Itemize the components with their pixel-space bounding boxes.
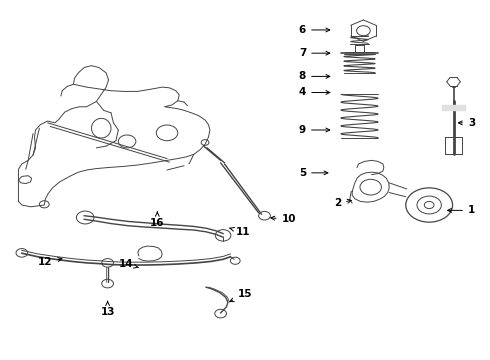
Text: 13: 13 xyxy=(100,301,115,317)
Text: 3: 3 xyxy=(458,118,475,128)
Text: 7: 7 xyxy=(299,48,330,58)
Text: 2: 2 xyxy=(334,198,351,208)
Text: 4: 4 xyxy=(299,87,330,98)
Text: 8: 8 xyxy=(299,71,330,81)
Polygon shape xyxy=(442,105,465,111)
Text: 14: 14 xyxy=(118,259,139,269)
Text: 11: 11 xyxy=(230,227,250,237)
Text: 15: 15 xyxy=(230,289,252,302)
Text: 12: 12 xyxy=(38,257,62,267)
Text: 6: 6 xyxy=(299,25,330,35)
Text: 9: 9 xyxy=(299,125,330,135)
Text: 5: 5 xyxy=(299,168,328,178)
Text: 16: 16 xyxy=(150,212,165,228)
Text: 10: 10 xyxy=(271,214,296,224)
Text: 1: 1 xyxy=(448,205,475,215)
